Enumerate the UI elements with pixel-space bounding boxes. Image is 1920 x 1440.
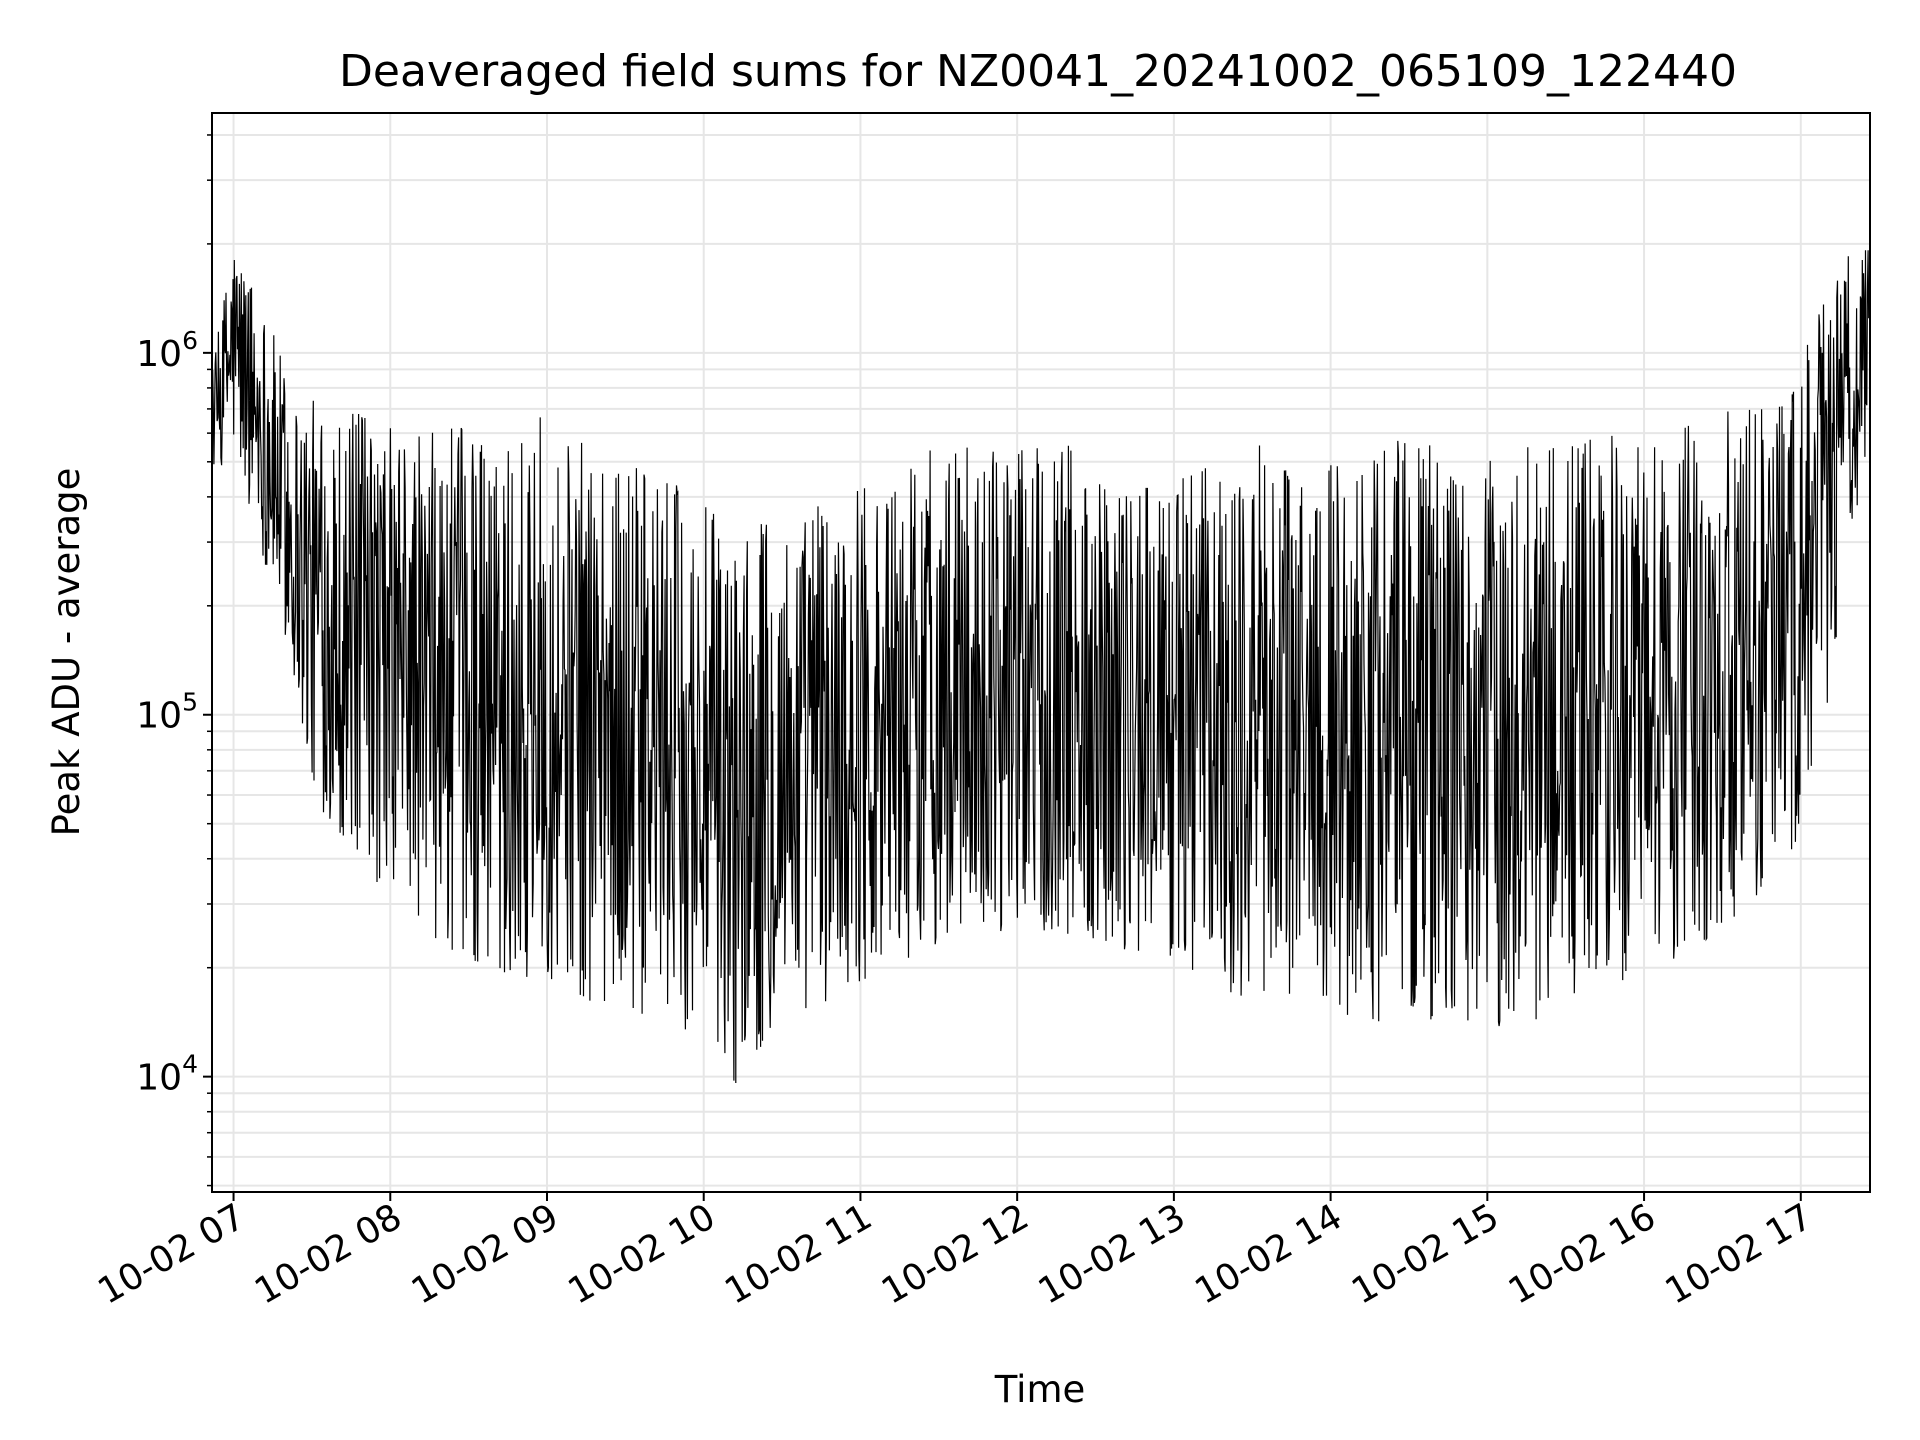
- x-tick-label: 10-02 08: [248, 1196, 409, 1312]
- x-tick-label: 10-02 07: [91, 1196, 252, 1312]
- series-line: [212, 250, 1870, 1084]
- x-tick-label: 10-02 09: [405, 1196, 566, 1312]
- series-path: [212, 250, 1870, 1084]
- x-tick-label: 10-02 10: [562, 1196, 723, 1312]
- x-axis-label: Time: [994, 1368, 1086, 1411]
- plot-frame: [211, 112, 1871, 1193]
- y-tick-label: 104: [136, 1050, 198, 1099]
- x-tick-label: 10-02 12: [875, 1196, 1036, 1312]
- x-tick-label: 10-02 11: [718, 1196, 879, 1312]
- x-tick-label: 10-02 15: [1345, 1196, 1506, 1312]
- x-tick-label: 10-02 17: [1659, 1196, 1820, 1312]
- y-axis: 104 105 106: [136, 134, 212, 1187]
- x-tick-label: 10-02 13: [1032, 1196, 1193, 1312]
- chart-title: Deaveraged field sums for NZ0041_2024100…: [339, 46, 1737, 97]
- y-tick-label: 106: [136, 326, 198, 375]
- x-tick-label: 10-02 16: [1502, 1196, 1663, 1312]
- x-tick-label: 10-02 14: [1188, 1196, 1349, 1312]
- y-axis-label: Peak ADU - average: [45, 468, 88, 837]
- y-tick-label: 105: [136, 688, 198, 737]
